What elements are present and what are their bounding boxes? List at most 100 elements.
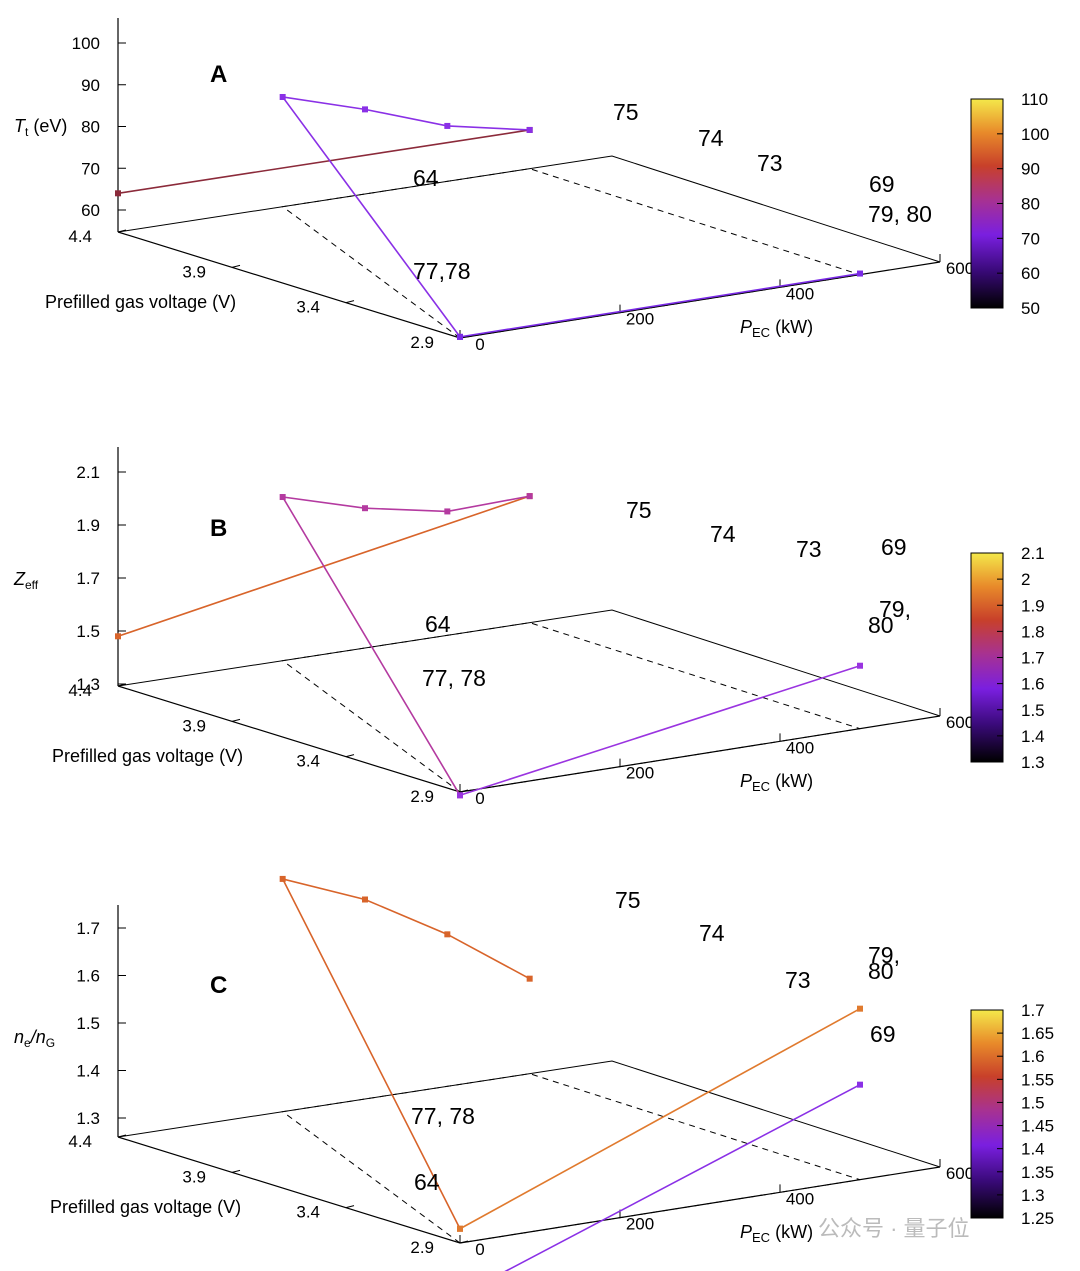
colorbar-tick-label: 1.3 xyxy=(1021,753,1045,772)
shot-label: 64 xyxy=(413,165,439,191)
floor-front-edges xyxy=(117,685,941,793)
x-axis-label: PEC (kW) xyxy=(740,317,813,340)
y-tick-label: 3.9 xyxy=(182,262,206,281)
x-tick-label: 200 xyxy=(626,310,654,329)
watermark: 公众号 · 量子位 xyxy=(818,1216,970,1241)
floor-back-edges xyxy=(117,1060,941,1168)
data-point xyxy=(444,931,451,938)
z-tick-label: 1.3 xyxy=(76,1109,100,1128)
colorbar-tick-label: 1.45 xyxy=(1021,1117,1054,1136)
y-tick-label: 3.9 xyxy=(182,1167,206,1186)
shot-label: 74 xyxy=(699,920,725,946)
y-tick-label: 3.4 xyxy=(296,298,320,317)
z-tick-label: 1.5 xyxy=(76,622,100,641)
z-tick-label: 1.6 xyxy=(76,967,100,986)
y-tick-label: 4.4 xyxy=(68,1132,92,1151)
y-tick-mark xyxy=(231,718,241,722)
y-tick-mark xyxy=(117,229,127,233)
data-point xyxy=(115,633,121,640)
y-tick-label: 4.4 xyxy=(68,681,92,700)
colorbar-tick-label: 1.8 xyxy=(1021,622,1045,641)
shot-label: 75 xyxy=(626,497,652,523)
shot-label: 75 xyxy=(613,99,639,125)
x-axis-label: PEC (kW) xyxy=(740,771,813,794)
panel-letter: A xyxy=(210,61,227,88)
x-tick-label: 600 xyxy=(946,713,974,732)
data-point xyxy=(857,1005,863,1012)
panel-B: 1.3 1.5 1.7 1.9 2.1 0 200 400 600 2.9 3.4 3.9 4.4 PEC… xyxy=(13,447,1045,808)
y-tick-mark xyxy=(231,1169,241,1173)
panel-A: 60 70 80 90 100 0 200 400 600 2.9 3.4 3.9 4.4 PEC (kW… xyxy=(14,18,1049,354)
y-tick-label: 3.4 xyxy=(296,1203,320,1222)
shot-label: 77, 78 xyxy=(411,1103,475,1129)
z-tick-label: 1.4 xyxy=(76,1062,100,1081)
y-tick-mark xyxy=(345,754,355,758)
data-point xyxy=(857,1081,863,1088)
shot-label: 69 xyxy=(869,171,895,197)
shot-label: 73 xyxy=(785,967,811,993)
shot-label: 80 xyxy=(868,958,894,984)
data-point xyxy=(857,270,863,277)
z-tick-label: 80 xyxy=(81,118,100,137)
colorbar-tick-label: 80 xyxy=(1021,195,1040,214)
x-tick-label: 0 xyxy=(475,1240,484,1259)
y-axis-label: Prefilled gas voltage (V) xyxy=(45,292,236,312)
z-tick-label: 1.3 xyxy=(76,675,100,694)
floor-projection-dashed xyxy=(281,622,861,793)
y-tick-mark xyxy=(231,264,241,268)
x-tick-label: 400 xyxy=(786,1189,814,1208)
colorbar-tick-label: 70 xyxy=(1021,229,1040,248)
shot-label: 75 xyxy=(615,887,641,913)
colorbar xyxy=(970,1009,1004,1219)
z-tick-label: 90 xyxy=(81,76,100,95)
z-tick-label: 1.5 xyxy=(76,1014,100,1033)
shot-label: 79, 80 xyxy=(868,201,932,227)
x-tick-label: 600 xyxy=(946,1164,974,1183)
colorbar-tick-label: 1.6 xyxy=(1021,675,1045,694)
floor-back-edges xyxy=(117,155,941,263)
colorbar-tick-label: 2.1 xyxy=(1021,544,1045,563)
data-point xyxy=(279,494,286,501)
z-tick-label: 70 xyxy=(81,159,100,178)
colorbar-tick-label: 2 xyxy=(1021,570,1030,589)
data-point xyxy=(526,126,533,133)
series-line xyxy=(459,272,861,338)
panel-letter: B xyxy=(210,515,227,542)
series-line xyxy=(281,877,531,1230)
shot-label: 77, 78 xyxy=(422,665,486,691)
data-point xyxy=(115,190,121,197)
colorbar-tick-label: 60 xyxy=(1021,264,1040,283)
x-tick-label: 200 xyxy=(626,764,654,783)
x-axis-label: PEC (kW) xyxy=(740,1222,813,1245)
data-point xyxy=(279,93,286,100)
data-point xyxy=(279,875,286,882)
y-tick-mark xyxy=(117,683,127,687)
shot-label: 64 xyxy=(425,611,451,637)
shot-label: 64 xyxy=(414,1169,440,1195)
colorbar-tick-label: 1.5 xyxy=(1021,1093,1045,1112)
colorbar-tick-label: 1.7 xyxy=(1021,1001,1045,1020)
shot-label: 69 xyxy=(870,1021,896,1047)
y-tick-mark xyxy=(345,1205,355,1209)
z-axis-label: Zeff xyxy=(13,569,39,592)
shot-label: 73 xyxy=(757,150,783,176)
z-tick-label: 100 xyxy=(72,34,100,53)
colorbar-tick-label: 1.4 xyxy=(1021,727,1045,746)
series-line xyxy=(281,495,530,796)
series-line xyxy=(504,1083,861,1271)
z-tick-label: 60 xyxy=(81,201,100,220)
y-tick-label: 3.9 xyxy=(182,716,206,735)
y-tick-label: 2.9 xyxy=(410,787,434,806)
y-tick-label: 2.9 xyxy=(410,1238,434,1257)
colorbar-tick-label: 110 xyxy=(1021,90,1048,109)
colorbar-tick-label: 1.65 xyxy=(1021,1024,1054,1043)
floor-projection-dashed xyxy=(281,168,861,339)
y-tick-label: 2.9 xyxy=(410,333,434,352)
colorbar-tick-label: 100 xyxy=(1021,125,1049,144)
floor-front-edges xyxy=(117,231,941,339)
shot-label: 69 xyxy=(881,534,907,560)
colorbar-tick-label: 1.55 xyxy=(1021,1070,1054,1089)
z-tick-label: 1.7 xyxy=(76,569,100,588)
shot-label: 79, xyxy=(879,596,911,622)
